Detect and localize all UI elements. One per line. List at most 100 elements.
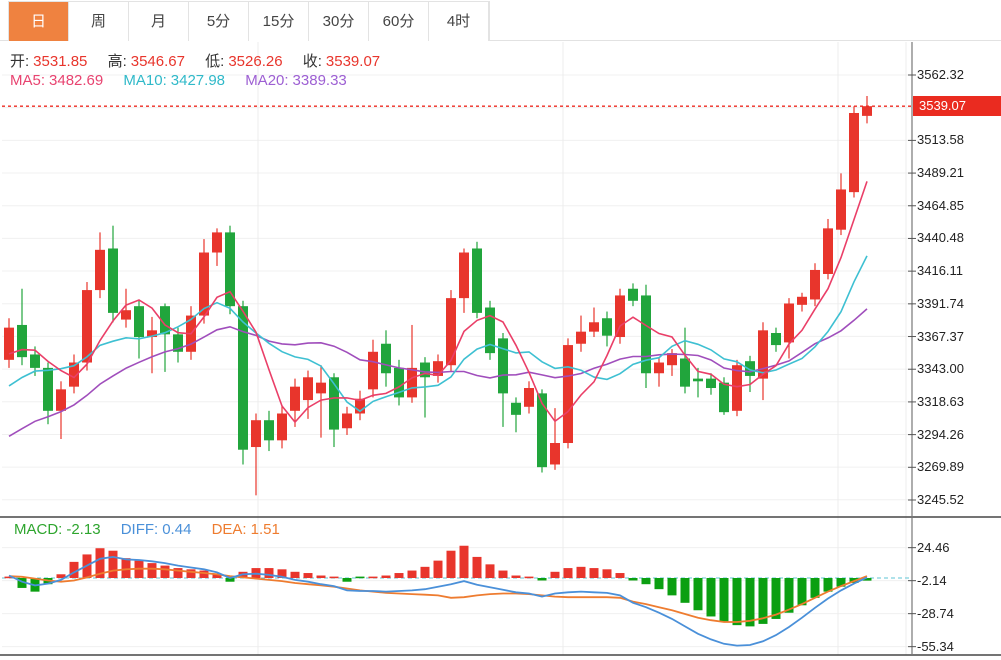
macd-bar-down [342,578,352,582]
candle-down [43,367,53,411]
candle-up [784,303,794,343]
tab-4时[interactable]: 4时 [429,2,489,41]
candle-down [745,361,755,376]
macd-bar-up [472,556,482,578]
macd-bar-up [95,548,105,578]
macd-bar-up [563,568,573,578]
candle-up [667,353,677,366]
candle-up [407,367,417,398]
candle-down [641,295,651,374]
macd-bar-up [615,573,625,578]
price-axis-label: 3513.58 [917,132,964,148]
candle-up [121,310,131,320]
tab-60分[interactable]: 60分 [369,2,429,41]
price-axis-label: 3318.63 [917,393,964,409]
ma20-line [8,308,868,437]
macd-bar-up [212,574,222,578]
candle-down [719,382,729,413]
macd-value: -2.13 [66,521,101,538]
macd-bar-down [862,578,872,581]
ma-legend: MA5: 3482.69 MA10: 3427.98 MA20: 3389.33 [10,72,351,89]
macd-bar-up [329,576,339,579]
candle-up [849,112,859,193]
last-price-tag: 3539.07 [913,96,1001,117]
tab-30分[interactable]: 30分 [309,2,369,41]
candle-down [264,420,274,441]
candle-up [277,413,287,441]
dea-value: 1.51 [250,521,280,538]
macd-bar-down [745,578,755,627]
diff-label: DIFF: [120,521,159,538]
candle-up [563,345,573,444]
macd-bar-down [355,576,365,579]
macd-bar-up [498,570,508,578]
macd-bar-down [537,578,547,581]
candle-down [628,288,638,301]
candle-up [758,330,768,379]
macd-bar-down [784,578,794,613]
macd-bar-up [381,575,391,578]
candle-up [147,330,157,338]
macd-bar-up [407,570,417,578]
macd-bar-down [797,578,807,606]
macd-bar-down [771,578,781,619]
macd-label: MACD: [14,521,63,538]
candle-up [836,189,846,230]
macd-bar-up [446,550,456,578]
macd-bar-up [147,563,157,578]
candle-down [472,248,482,313]
tab-15分[interactable]: 15分 [249,2,309,41]
macd-bar-down [641,578,651,585]
candle-up [524,388,534,407]
candle-up [550,443,560,465]
macd-bar-down [719,578,729,622]
tab-日[interactable]: 日 [9,2,69,41]
macd-bar-up [199,570,209,578]
candle-down [134,306,144,338]
macd-bar-up [576,566,586,578]
macd-bar-down [810,578,820,598]
macd-bar-down [836,578,846,587]
close-label: 收: [302,53,322,70]
candle-down [420,362,430,378]
macd-bar-down [225,578,235,582]
tab-月[interactable]: 月 [129,2,189,41]
macd-bar-up [394,573,404,578]
price-axis-label: 3269.89 [917,459,964,475]
macd-bar-up [56,574,66,578]
candle-up [433,361,443,376]
macd-bar-down [654,578,664,590]
macd-axis-label: -55.34 [917,638,954,654]
tab-周[interactable]: 周 [69,2,129,41]
tab-5分[interactable]: 5分 [189,2,249,41]
macd-bar-up [186,569,196,578]
dea-label: DEA: [211,521,247,538]
macd-bar-up [290,571,300,578]
candle-up [810,269,820,300]
candle-up [69,362,79,387]
candle-up [251,420,261,448]
macd-bar-up [4,576,14,579]
close-value: 3539.07 [325,53,381,70]
macd-bar-down [17,578,27,588]
candle-down [485,307,495,354]
ma10-value: 3427.98 [170,72,226,89]
candle-up [4,327,14,360]
price-axis-label: 3440.48 [917,230,964,246]
candle-down [17,324,27,358]
macd-bar-up [316,575,326,578]
candle-down [238,306,248,450]
candle-down [394,367,404,398]
ma5-value: 3482.69 [49,72,104,89]
macd-bar-up [420,566,430,578]
price-axis-label: 3464.85 [917,197,964,213]
price-axis-label: 3245.52 [917,491,964,507]
macd-bar-up [368,576,378,579]
price-axis-label: 3416.11 [917,263,964,279]
candle-up [446,298,456,366]
macd-bar-up [160,565,170,578]
macd-legend: MACD: -2.13 DIFF: 0.44 DEA: 1.51 [14,521,284,538]
ohlc-legend: 开: 3531.85 高: 3546.67 低: 3526.26 收: 3539.07 [10,50,384,71]
